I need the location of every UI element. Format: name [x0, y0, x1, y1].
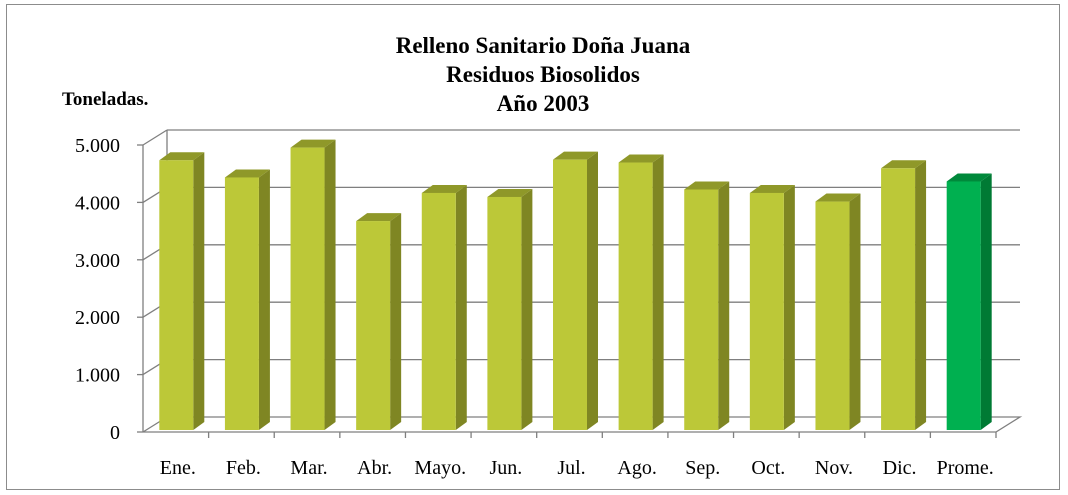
bar	[749, 184, 795, 430]
bar	[290, 139, 336, 431]
x-tick-label: Ene.	[160, 457, 196, 479]
bar	[159, 152, 205, 430]
bar	[487, 188, 533, 430]
y-tick-label: 2.000	[75, 307, 120, 329]
bar-front	[290, 147, 325, 431]
x-tick-label: Ago.	[617, 457, 656, 479]
x-tick-label: Jul.	[557, 457, 585, 479]
bar-front	[881, 168, 916, 431]
bar-side	[652, 154, 664, 431]
bar	[553, 151, 598, 430]
y-tick-labels: 0 1.000 2.000 3.000 4.000 5.000	[75, 135, 120, 444]
bar-top	[618, 154, 664, 163]
x-tick-labels: Ene. Feb. Mar. Abr. Mayo. Jun. Jul. Ago. Sep. Oct…	[160, 432, 997, 479]
floor	[142, 416, 1023, 433]
x-tick-label: Dic.	[883, 457, 917, 479]
bar-side	[718, 181, 730, 430]
bar-front	[553, 159, 587, 430]
chart-title-line-3: Año 2003	[497, 91, 590, 116]
y-tick-label: 5.000	[75, 135, 120, 157]
x-tick-label: Feb.	[226, 457, 261, 479]
bar-top	[421, 184, 467, 193]
bar-top	[946, 173, 992, 182]
y-tick-label: 0	[110, 422, 120, 444]
x-tick-label: Sep.	[685, 457, 720, 479]
bar-top	[159, 152, 205, 161]
bar-top	[815, 193, 861, 202]
chart-title-line-1: Relleno Sanitario Doña Juana	[396, 33, 691, 58]
bar-side	[324, 139, 336, 431]
bar-front	[946, 181, 981, 430]
y-tick-label: 1.000	[75, 365, 120, 387]
x-tick-label: Prome.	[937, 457, 994, 479]
y-tick-label: 4.000	[75, 192, 120, 214]
bar-front	[224, 177, 259, 430]
chart-title-line-2: Residuos Biosolidos	[446, 62, 640, 87]
x-tick-label: Abr.	[357, 457, 392, 479]
bar-front	[684, 189, 719, 430]
bar	[618, 154, 664, 431]
bar-top	[224, 169, 270, 178]
bar-side	[193, 152, 205, 430]
bar-side	[521, 188, 533, 430]
bar	[224, 169, 270, 430]
bar-top	[356, 213, 402, 222]
y-tick-label: 3.000	[75, 250, 120, 272]
bar-front	[487, 196, 522, 430]
bar	[881, 160, 927, 431]
bar	[356, 213, 402, 430]
bar	[946, 173, 992, 430]
y-axis-label: Toneladas.	[62, 89, 148, 110]
x-tick-label: Nov.	[815, 457, 853, 479]
bar-side	[783, 184, 795, 430]
bar-front	[749, 192, 784, 430]
bar-side	[258, 169, 270, 430]
bar-top	[684, 181, 730, 190]
x-tick-label: Mayo.	[414, 457, 466, 479]
bar-top	[553, 151, 598, 160]
bar-front	[421, 192, 456, 430]
bar-side	[587, 151, 598, 430]
x-tick-label: Oct.	[751, 457, 785, 479]
bar-side	[455, 184, 467, 430]
bar-top	[487, 188, 533, 197]
bar-front	[159, 160, 194, 430]
bar-side	[915, 160, 927, 431]
bar	[815, 193, 861, 430]
bar-side	[980, 173, 992, 430]
bar-top	[290, 139, 336, 148]
bar	[684, 181, 730, 430]
x-tick-label: Mar.	[290, 457, 327, 479]
bar-front	[815, 201, 850, 430]
bar-side	[849, 193, 861, 430]
bar	[421, 184, 467, 430]
bar-front	[618, 162, 653, 431]
bar-top	[881, 160, 927, 169]
bar-front	[356, 221, 391, 430]
bars	[159, 139, 992, 431]
gridline-side	[142, 129, 168, 146]
bar-side	[390, 213, 402, 430]
bar-top	[749, 184, 795, 193]
x-tick-label: Jun.	[489, 457, 522, 479]
